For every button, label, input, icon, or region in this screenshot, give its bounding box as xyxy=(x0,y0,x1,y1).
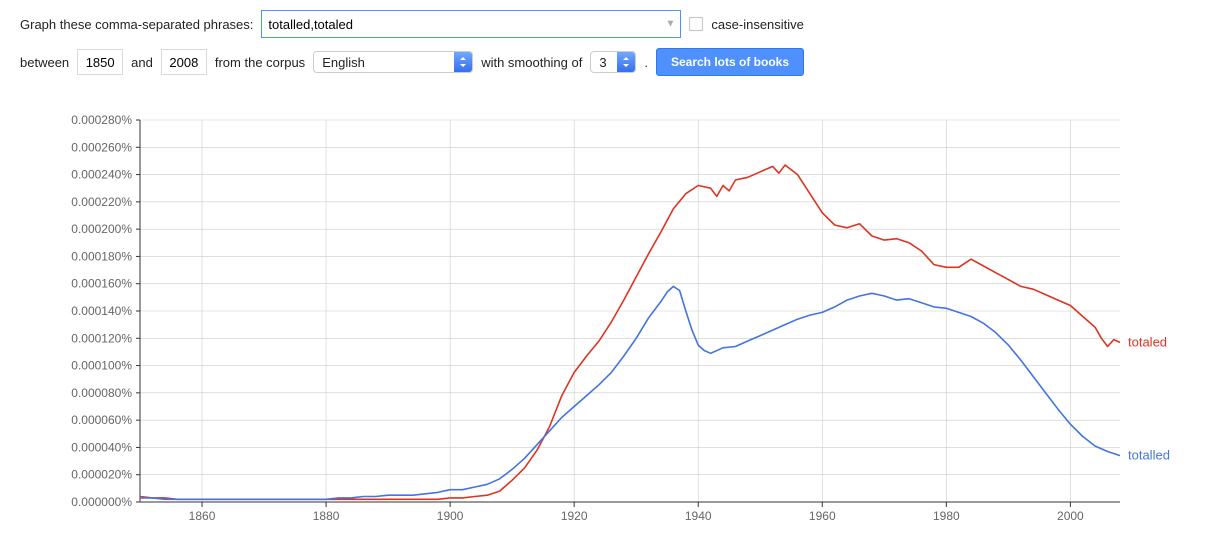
smoothing-label: with smoothing of xyxy=(481,55,582,70)
corpus-label: from the corpus xyxy=(215,55,305,70)
y-tick-label: 0.000100% xyxy=(71,359,132,373)
chart-svg: 0.000000% 0.000020% 0.000040% 0.000060% 0.00… xyxy=(20,102,1200,542)
ngram-chart: 0.000000% 0.000020% 0.000040% 0.000060% 0.00… xyxy=(20,102,1200,545)
smoothing-select[interactable]: 3 xyxy=(590,51,636,73)
x-tick-label: 2000 xyxy=(1057,509,1084,523)
y-tick-label: 0.000160% xyxy=(71,277,132,291)
period-label: . xyxy=(644,55,648,70)
and-label: and xyxy=(131,55,153,70)
series-label-totalled[interactable]: totalled xyxy=(1128,448,1170,463)
y-tick-label: 0.000060% xyxy=(71,413,132,427)
updown-icon xyxy=(454,52,472,72)
x-tick-label: 1960 xyxy=(809,509,836,523)
y-tick-label: 0.000180% xyxy=(71,249,132,263)
y-tick-label: 0.000220% xyxy=(71,195,132,209)
year-start-input[interactable] xyxy=(77,49,123,75)
y-tick-label: 0.000120% xyxy=(71,331,132,345)
y-tick-label: 0.000040% xyxy=(71,440,132,454)
x-tick-label: 1940 xyxy=(685,509,712,523)
y-tick-label: 0.000140% xyxy=(71,304,132,318)
case-insensitive-label: case-insensitive xyxy=(711,17,804,32)
phrases-input[interactable] xyxy=(261,10,681,38)
y-tick-label: 0.000240% xyxy=(71,168,132,182)
between-label: between xyxy=(20,55,69,70)
y-tick-label: 0.000280% xyxy=(71,113,132,127)
phrases-label: Graph these comma-separated phrases: xyxy=(20,17,253,32)
x-tick-label: 1920 xyxy=(561,509,588,523)
case-insensitive-checkbox[interactable] xyxy=(689,17,703,31)
updown-icon xyxy=(617,52,635,72)
series-totaled xyxy=(140,165,1120,499)
x-tick-label: 1880 xyxy=(313,509,340,523)
search-button[interactable]: Search lots of books xyxy=(656,48,804,76)
smoothing-value: 3 xyxy=(591,55,614,70)
y-tick-label: 0.000260% xyxy=(71,140,132,154)
y-tick-label: 0.000020% xyxy=(71,468,132,482)
year-end-input[interactable] xyxy=(161,49,207,75)
series-label-totaled[interactable]: totaled xyxy=(1128,334,1167,349)
y-tick-label: 0.000200% xyxy=(71,222,132,236)
y-tick-label: 0.000000% xyxy=(71,495,132,509)
corpus-value: English xyxy=(314,55,373,70)
x-tick-label: 1980 xyxy=(933,509,960,523)
corpus-select[interactable]: English xyxy=(313,51,473,73)
x-tick-label: 1900 xyxy=(437,509,464,523)
y-tick-label: 0.000080% xyxy=(71,386,132,400)
x-tick-label: 1860 xyxy=(189,509,216,523)
